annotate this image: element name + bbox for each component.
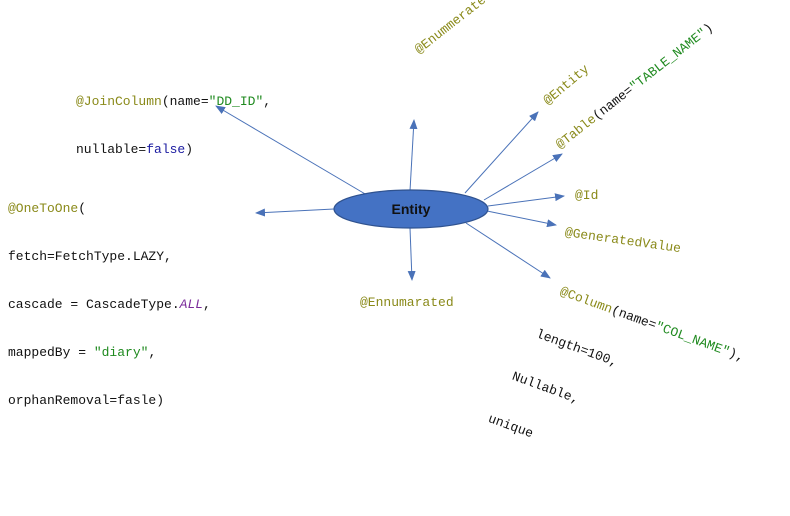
joincolumn-annotation-block: @JoinColumn(name="DD_ID", nullable=false… bbox=[76, 62, 271, 174]
joincolumn-line2: nullable=false) bbox=[76, 142, 271, 158]
onetoone-line1: @OneToOne( bbox=[8, 201, 211, 217]
onetoone-mappedby-suffix: , bbox=[148, 345, 157, 360]
column-open: (name= bbox=[609, 302, 659, 333]
onetoone-cascade-all: ALL bbox=[179, 297, 204, 312]
joincolumn-line1: @JoinColumn(name="DD_ID", bbox=[76, 94, 271, 110]
onetoone-mappedby-value: "diary" bbox=[93, 345, 149, 360]
joincolumn-comma: , bbox=[263, 94, 272, 109]
joincolumn-value: "DD_ID" bbox=[208, 94, 264, 109]
onetoone-line2: fetch=FetchType.LAZY, bbox=[8, 249, 172, 264]
diagram-canvas: Entity bbox=[215, 105, 565, 281]
id-annotation: @Id bbox=[575, 188, 599, 203]
joincolumn-close: ) bbox=[185, 142, 194, 157]
arrow-to-entity bbox=[464, 111, 539, 194]
entity-node[interactable]: Entity bbox=[333, 189, 489, 229]
column-annotation: @Column bbox=[557, 284, 615, 317]
column-value: "COL_NAME" bbox=[653, 318, 732, 360]
arrow-to-ennumarated bbox=[407, 227, 416, 281]
ennumarated-annotation: @Ennumarated bbox=[360, 295, 454, 310]
arrow-to-column bbox=[465, 222, 551, 279]
onetoone-cascade-suffix: , bbox=[203, 297, 211, 312]
onetoone-cascade-prefix: cascade = CascadeType. bbox=[8, 297, 180, 312]
entity-ellipse[interactable] bbox=[333, 189, 489, 229]
arrow-to-table bbox=[483, 153, 563, 201]
onetoone-line5: orphanRemoval=fasle) bbox=[8, 393, 165, 408]
onetoone-mappedby-prefix: mappedBy = bbox=[8, 345, 94, 360]
onetoone-line3: cascade = CascadeType.ALL, bbox=[8, 297, 211, 313]
onetoone-open: ( bbox=[78, 201, 87, 216]
joincolumn-nullable-keyword: false bbox=[146, 142, 186, 157]
entity-label: Entity bbox=[392, 201, 431, 217]
arrow-to-joincolumn bbox=[215, 105, 373, 199]
arrows-group bbox=[215, 105, 565, 281]
arrow-to-enummerated bbox=[409, 119, 418, 192]
arrow-to-onetoone bbox=[255, 208, 335, 217]
arrow-to-id bbox=[487, 193, 565, 207]
onetoone-annotation: @OneToOne bbox=[8, 201, 79, 216]
joincolumn-nullable-prefix: nullable= bbox=[76, 142, 147, 157]
joincolumn-open: (name= bbox=[161, 94, 209, 109]
onetoone-annotation-block: @OneToOne( fetch=FetchType.LAZY, cascade… bbox=[8, 169, 211, 425]
onetoone-line4: mappedBy = "diary", bbox=[8, 345, 211, 361]
joincolumn-annotation: @JoinColumn bbox=[76, 94, 162, 109]
arrow-to-generatedvalue bbox=[486, 210, 557, 228]
